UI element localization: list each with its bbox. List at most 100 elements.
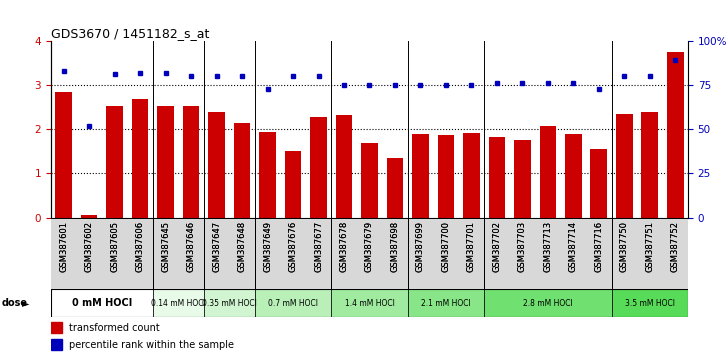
Bar bbox=[561, 219, 586, 289]
Bar bbox=[127, 219, 153, 289]
Text: GSM387649: GSM387649 bbox=[263, 221, 272, 272]
Bar bbox=[255, 219, 280, 289]
Text: GSM387703: GSM387703 bbox=[518, 221, 527, 272]
Bar bbox=[463, 133, 480, 218]
Bar bbox=[106, 106, 123, 218]
Text: GSM387752: GSM387752 bbox=[670, 221, 680, 272]
Bar bbox=[488, 137, 505, 218]
Text: GSM387602: GSM387602 bbox=[84, 221, 94, 272]
Text: GSM387676: GSM387676 bbox=[288, 221, 298, 272]
Text: GSM387714: GSM387714 bbox=[569, 221, 578, 272]
Text: GSM387752: GSM387752 bbox=[670, 221, 680, 272]
Text: GSM387701: GSM387701 bbox=[467, 221, 476, 272]
Text: GSM387713: GSM387713 bbox=[543, 221, 553, 272]
Text: GSM387698: GSM387698 bbox=[390, 221, 400, 272]
Text: 0.35 mM HOCl: 0.35 mM HOCl bbox=[202, 298, 257, 308]
Bar bbox=[637, 219, 662, 289]
Text: GSM387699: GSM387699 bbox=[416, 221, 425, 272]
Bar bbox=[51, 289, 153, 317]
Bar bbox=[310, 117, 327, 218]
Text: GSM387750: GSM387750 bbox=[620, 221, 629, 272]
Text: 0.14 mM HOCl: 0.14 mM HOCl bbox=[151, 298, 206, 308]
Text: GSM387646: GSM387646 bbox=[186, 221, 196, 272]
Bar bbox=[514, 140, 531, 218]
Bar bbox=[153, 289, 204, 317]
Bar bbox=[361, 143, 378, 218]
Bar bbox=[204, 289, 255, 317]
Bar bbox=[204, 219, 229, 289]
Text: GSM387646: GSM387646 bbox=[186, 221, 196, 272]
Text: GDS3670 / 1451182_s_at: GDS3670 / 1451182_s_at bbox=[51, 27, 210, 40]
Text: GSM387698: GSM387698 bbox=[390, 221, 400, 272]
Bar bbox=[357, 219, 382, 289]
Bar bbox=[229, 219, 255, 289]
Bar bbox=[280, 219, 306, 289]
Text: GSM387601: GSM387601 bbox=[59, 221, 68, 272]
Text: GSM387699: GSM387699 bbox=[416, 221, 425, 272]
Text: ►: ► bbox=[22, 298, 29, 308]
Bar bbox=[102, 219, 127, 289]
Text: 1.4 mM HOCl: 1.4 mM HOCl bbox=[344, 298, 395, 308]
Text: GSM387716: GSM387716 bbox=[594, 221, 604, 272]
Text: dose: dose bbox=[1, 298, 28, 308]
Bar bbox=[382, 219, 408, 289]
Text: GSM387605: GSM387605 bbox=[110, 221, 119, 272]
Text: percentile rank within the sample: percentile rank within the sample bbox=[69, 340, 234, 350]
Text: 3.5 mM HOCl: 3.5 mM HOCl bbox=[625, 298, 675, 308]
Bar bbox=[331, 219, 357, 289]
Text: GSM387601: GSM387601 bbox=[59, 221, 68, 272]
Bar bbox=[183, 106, 199, 218]
Bar bbox=[76, 219, 102, 289]
Text: GSM387606: GSM387606 bbox=[135, 221, 145, 272]
Text: GSM387649: GSM387649 bbox=[263, 221, 272, 272]
Bar bbox=[641, 113, 658, 218]
Bar bbox=[81, 216, 98, 218]
Bar bbox=[539, 126, 556, 218]
Bar bbox=[590, 149, 607, 218]
Bar bbox=[285, 152, 301, 218]
Bar bbox=[306, 219, 331, 289]
Text: GSM387677: GSM387677 bbox=[314, 221, 323, 272]
Bar bbox=[208, 112, 225, 218]
Text: transformed count: transformed count bbox=[69, 323, 159, 333]
Bar bbox=[616, 114, 633, 218]
Text: 0.7 mM HOCl: 0.7 mM HOCl bbox=[268, 298, 318, 308]
Text: 2.8 mM HOCl: 2.8 mM HOCl bbox=[523, 298, 573, 308]
Bar bbox=[586, 219, 612, 289]
Text: GSM387750: GSM387750 bbox=[620, 221, 629, 272]
Text: GSM387645: GSM387645 bbox=[161, 221, 170, 272]
Bar bbox=[331, 289, 408, 317]
Bar bbox=[565, 133, 582, 218]
Text: GSM387648: GSM387648 bbox=[237, 221, 247, 272]
Bar bbox=[55, 92, 72, 218]
Bar bbox=[387, 158, 403, 218]
Text: GSM387606: GSM387606 bbox=[135, 221, 145, 272]
Bar bbox=[234, 122, 250, 218]
Text: GSM387701: GSM387701 bbox=[467, 221, 476, 272]
Bar bbox=[662, 219, 688, 289]
Text: GSM387605: GSM387605 bbox=[110, 221, 119, 272]
Bar bbox=[535, 219, 561, 289]
Text: GSM387714: GSM387714 bbox=[569, 221, 578, 272]
Bar bbox=[510, 219, 535, 289]
Text: GSM387700: GSM387700 bbox=[441, 221, 451, 272]
Text: GSM387677: GSM387677 bbox=[314, 221, 323, 272]
Bar bbox=[433, 219, 459, 289]
Bar bbox=[612, 219, 637, 289]
Bar bbox=[412, 133, 429, 218]
Text: GSM387679: GSM387679 bbox=[365, 221, 374, 272]
Text: GSM387716: GSM387716 bbox=[594, 221, 604, 272]
Text: GSM387647: GSM387647 bbox=[212, 221, 221, 272]
Text: GSM387678: GSM387678 bbox=[339, 221, 349, 272]
Bar bbox=[255, 289, 331, 317]
Text: GSM387602: GSM387602 bbox=[84, 221, 94, 272]
Bar bbox=[157, 106, 174, 218]
Bar bbox=[408, 219, 433, 289]
Text: GSM387676: GSM387676 bbox=[288, 221, 298, 272]
Bar bbox=[667, 52, 684, 218]
Text: GSM387678: GSM387678 bbox=[339, 221, 349, 272]
Bar bbox=[259, 132, 276, 218]
Bar bbox=[484, 289, 612, 317]
Text: GSM387751: GSM387751 bbox=[645, 221, 654, 272]
Text: GSM387647: GSM387647 bbox=[212, 221, 221, 272]
